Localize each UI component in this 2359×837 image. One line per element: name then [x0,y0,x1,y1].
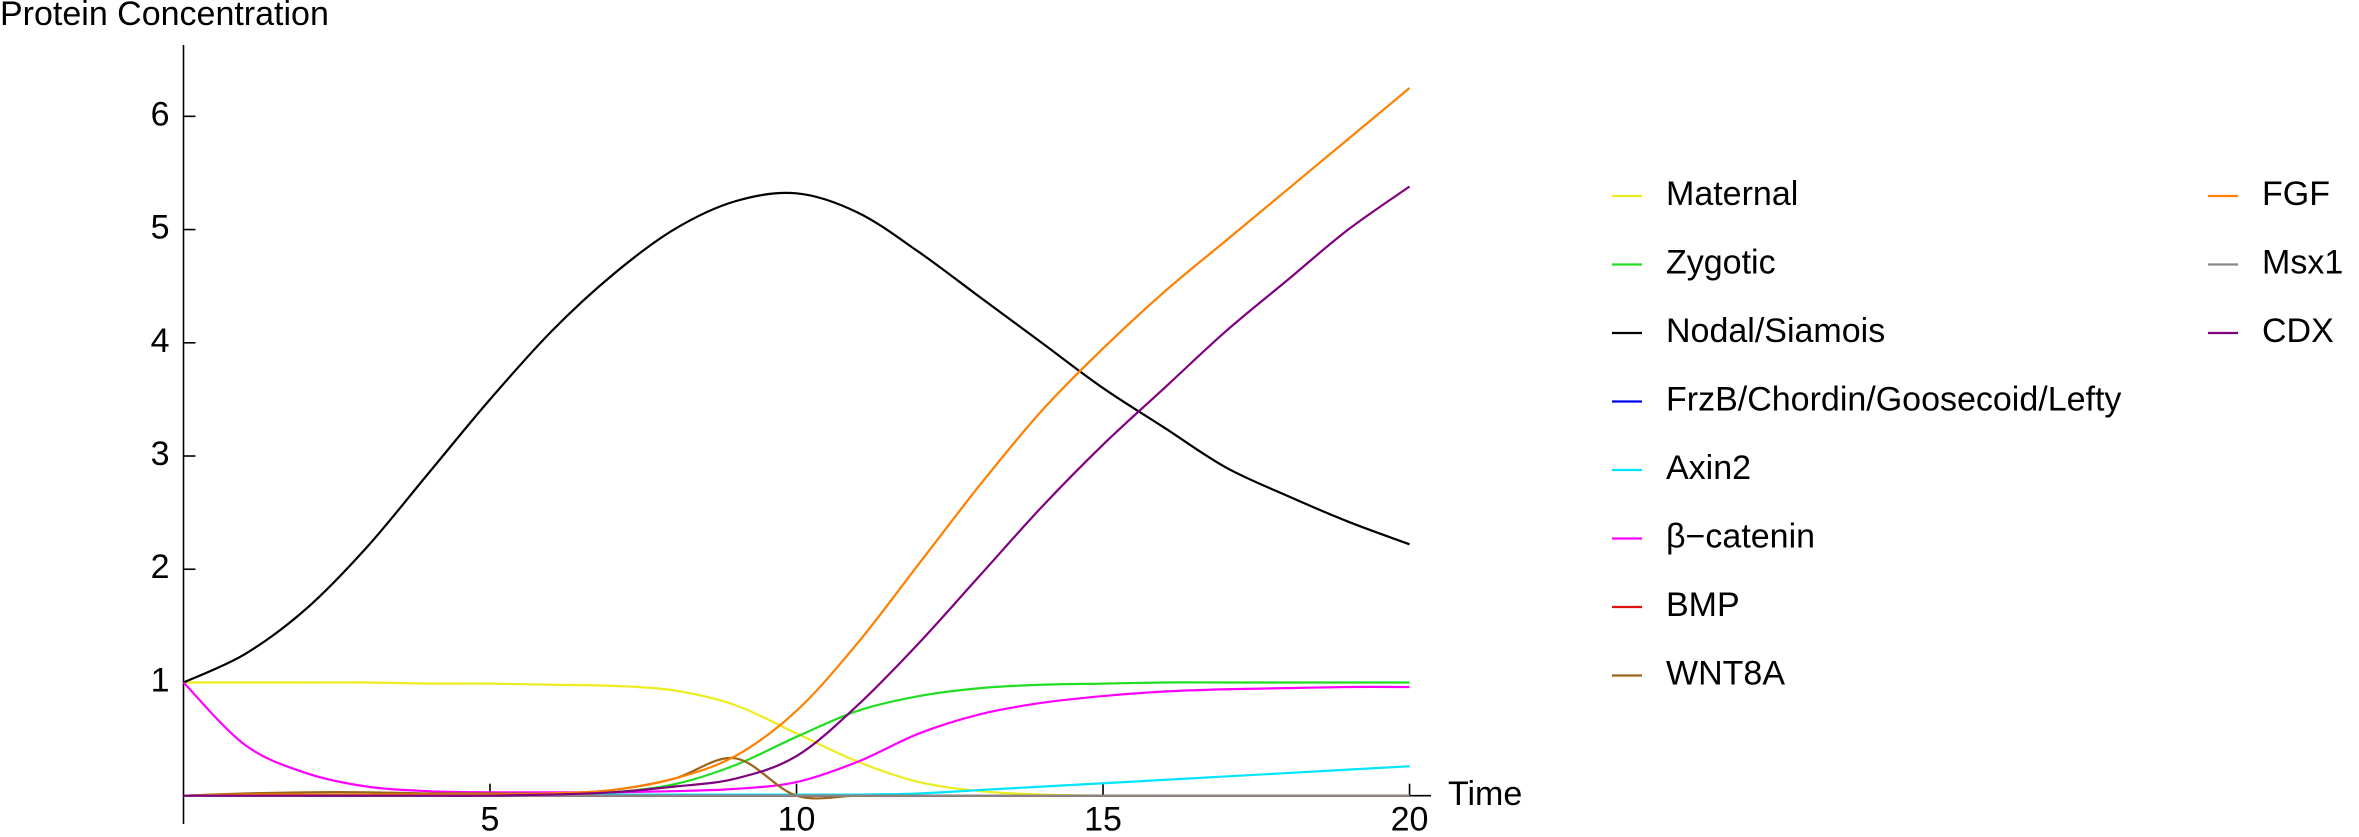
legend-label: Zygotic [1666,243,1776,281]
series-line [183,191,1410,684]
x-axis-label: Time [1448,775,1522,813]
x-tick-label: 10 [778,801,816,837]
legend-label: Maternal [1666,175,1798,213]
y-tick-label: 5 [151,209,170,247]
legend-label: Nodal/Siamois [1666,312,1885,350]
series-line [183,185,1411,797]
legend-label: CDX [2262,312,2334,350]
legend-label: WNT8A [1666,654,1785,692]
y-axis-label: Protein Concentration [0,0,329,33]
series-line [182,681,1410,794]
legend-label: FrzB/Chordin/Goosecoid/Lefty [1666,380,2121,418]
x-tick-label: 5 [481,801,500,837]
series-line [183,681,1410,797]
y-tick-label: 3 [151,435,170,473]
legend-label: β−catenin [1666,517,1815,555]
legend-label: BMP [1666,586,1740,624]
series-line [183,87,1411,797]
y-tick-label: 1 [151,661,170,699]
series-line [183,681,1410,797]
y-tick-label: 6 [151,95,170,133]
legend-label: FGF [2262,175,2330,213]
legend-label: Axin2 [1666,449,1751,487]
x-tick-label: 15 [1084,801,1122,837]
y-tick-label: 4 [151,322,170,360]
x-tick-label: 20 [1391,801,1429,837]
y-tick-label: 2 [151,548,170,586]
legend-label: Msx1 [2262,243,2343,281]
